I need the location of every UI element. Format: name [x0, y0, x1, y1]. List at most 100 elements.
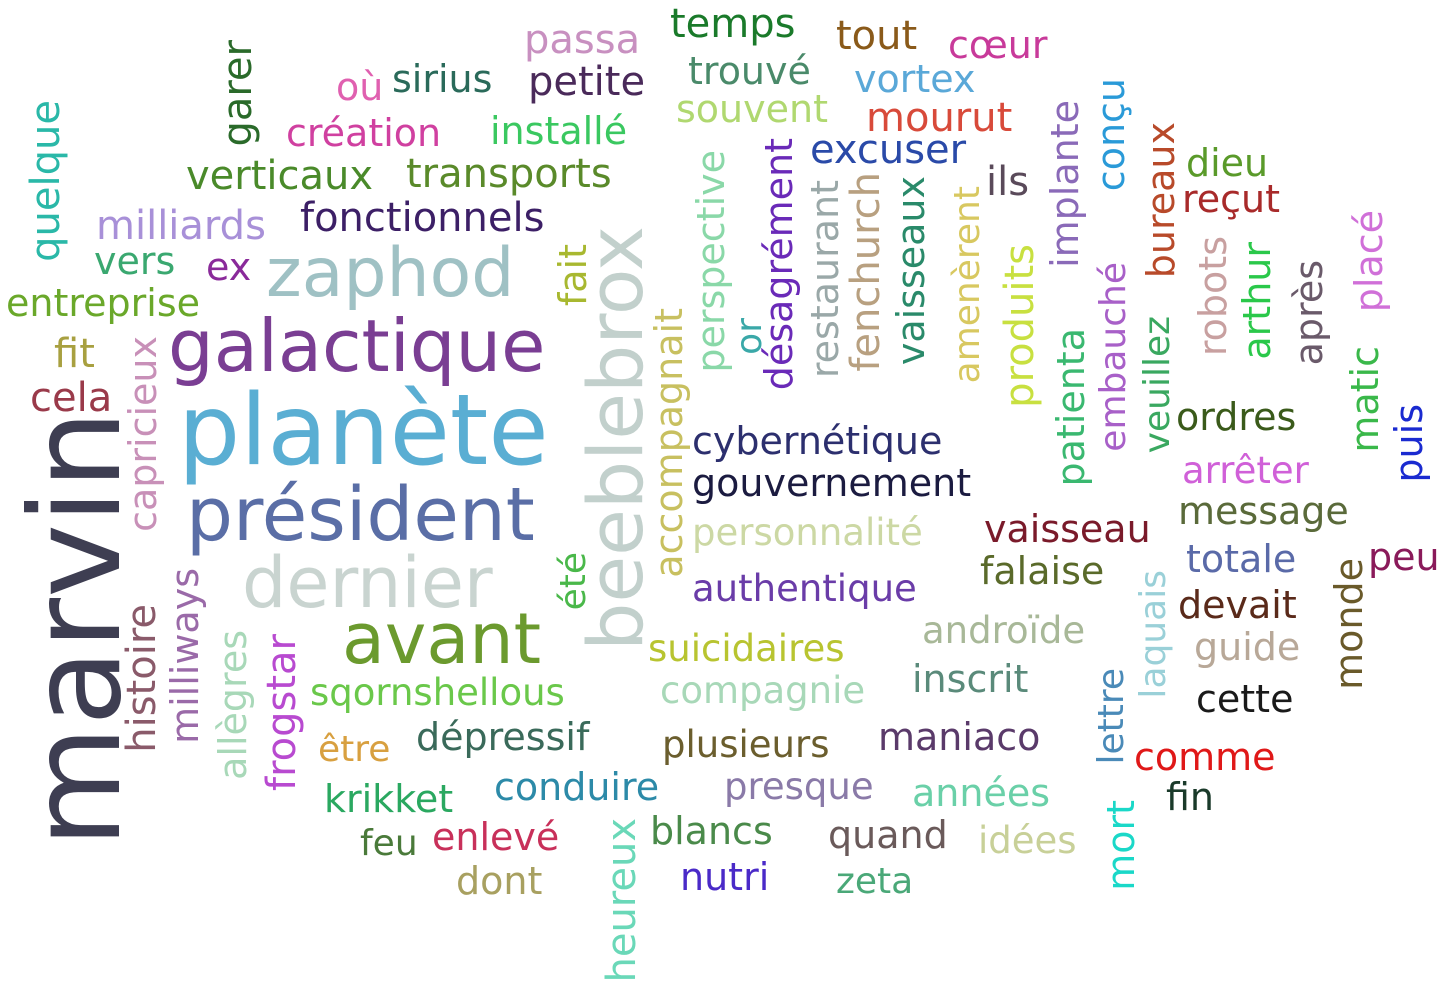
word-laquais: laquais	[1133, 570, 1174, 699]
word-garer: garer	[215, 40, 261, 147]
word-inscrit: inscrit	[912, 657, 1029, 701]
word-depressif: dépressif	[416, 715, 590, 759]
word-arthur: arthur	[1235, 242, 1279, 360]
word-amenerent: amenèrent	[947, 186, 988, 384]
word-allegres: allègres	[211, 630, 255, 780]
word-fonctionnels: fonctionnels	[300, 195, 545, 241]
word-blancs: blancs	[650, 809, 773, 853]
word-gouvernement: gouvernement	[692, 461, 972, 505]
word-creation: création	[286, 111, 442, 155]
word-coeur: cœur	[948, 23, 1048, 67]
word-arreter: arrêter	[1182, 449, 1309, 492]
word-ou: où	[336, 65, 384, 109]
word-annees: années	[912, 771, 1051, 815]
word-capricieux: capricieux	[121, 336, 165, 532]
word-fin: fin	[1166, 775, 1215, 819]
word-vaisseaux: vaisseaux	[889, 176, 933, 366]
word-zeta: zeta	[836, 861, 914, 902]
word-accompagnait: accompagnait	[647, 308, 691, 578]
word-quand: quand	[828, 813, 948, 857]
word-nutri: nutri	[680, 855, 770, 899]
word-dieu: dieu	[1186, 141, 1269, 185]
word-presque: presque	[724, 765, 874, 808]
word-perspective: perspective	[689, 150, 733, 373]
word-maniaco: maniaco	[878, 715, 1041, 759]
word-cela: cela	[30, 375, 113, 421]
word-compagnie: compagnie	[660, 669, 866, 712]
word-heureux: heureux	[599, 818, 645, 983]
word-sirius: sirius	[392, 57, 493, 101]
word-frogstar: frogstar	[259, 634, 305, 791]
word-fit: fit	[54, 331, 95, 377]
word-president: président	[186, 472, 535, 558]
word-excuser: excuser	[810, 127, 967, 173]
word-passa: passa	[524, 17, 641, 63]
word-vaisseau: vaisseau	[984, 507, 1151, 551]
word-cybernetique: cybernétique	[692, 419, 943, 463]
word-verticaux: verticaux	[186, 153, 374, 199]
word-milliways: milliways	[163, 568, 207, 744]
word-patienta: patienta	[1049, 328, 1093, 487]
word-avant: avant	[342, 598, 542, 680]
word-mourut: mourut	[866, 95, 1013, 141]
word-puis: puis	[1387, 404, 1431, 483]
word-desagrement: désagrément	[757, 138, 801, 391]
word-planete: planète	[178, 374, 549, 488]
word-vortex: vortex	[854, 57, 976, 101]
word-lettre: lettre	[1091, 668, 1132, 765]
word-galactique: galactique	[168, 304, 546, 388]
word-apres: après	[1287, 260, 1331, 366]
word-milliards: milliards	[96, 203, 266, 249]
word-implante: implante	[1043, 100, 1087, 268]
word-souvent: souvent	[676, 87, 828, 131]
word-conduire: conduire	[494, 765, 660, 809]
word-histoire: histoire	[119, 604, 165, 753]
word-feu: feu	[360, 823, 418, 864]
word-personnalite: personnalité	[692, 511, 923, 554]
word-installe: installé	[490, 109, 628, 153]
word-restaurant: restaurant	[803, 180, 847, 379]
word-temps: temps	[670, 1, 796, 47]
word-plusieurs: plusieurs	[662, 723, 830, 766]
word-falaise: falaise	[980, 549, 1105, 593]
word-cette: cette	[1196, 677, 1294, 721]
word-ex: ex	[206, 245, 252, 289]
word-androide: androïde	[922, 609, 1086, 652]
word-place: placé	[1347, 210, 1391, 313]
word-comme: comme	[1134, 735, 1276, 779]
word-robots: robots	[1191, 236, 1235, 357]
word-krikket: krikket	[324, 777, 454, 821]
word-produits: produits	[997, 244, 1043, 408]
word-guide: guide	[1194, 625, 1301, 669]
word-recut: reçut	[1182, 177, 1281, 221]
word-tout: tout	[836, 13, 918, 59]
word-etre: être	[318, 729, 391, 770]
word-ils: ils	[986, 159, 1030, 205]
word-entreprise: entreprise	[6, 281, 201, 325]
word-message: message	[1178, 489, 1349, 533]
word-petite: petite	[528, 59, 646, 105]
word-authentique: authentique	[692, 567, 917, 610]
word-vers: vers	[94, 239, 176, 283]
word-monde: monde	[1327, 558, 1371, 690]
word-dont: dont	[456, 859, 543, 903]
word-zaphod: zaphod	[266, 234, 515, 313]
word-suicidaires: suicidaires	[648, 627, 845, 670]
word-ete: été	[553, 552, 594, 611]
word-transports: transports	[406, 151, 612, 197]
word-fait: fait	[551, 244, 595, 307]
word-peu: peu	[1368, 535, 1440, 579]
word-fenchurch: fenchurch	[843, 172, 889, 372]
word-enleve: enlevé	[432, 815, 560, 859]
word-concu: conçu	[1089, 78, 1133, 192]
word-totale: totale	[1186, 537, 1297, 581]
word-quelque: quelque	[23, 100, 69, 262]
word-sqornshellous: sqornshellous	[310, 671, 565, 714]
word-ordres: ordres	[1176, 395, 1297, 439]
word-embauche: embauché	[1093, 262, 1134, 452]
word-mort: mort	[1099, 800, 1143, 891]
word-trouve: trouvé	[688, 49, 811, 93]
word-devait: devait	[1178, 583, 1297, 627]
word-bureaux: bureaux	[1139, 122, 1183, 279]
